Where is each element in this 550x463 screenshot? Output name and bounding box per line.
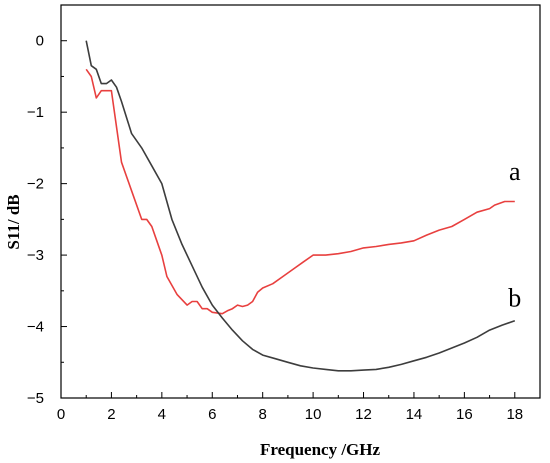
x-tick-label: 14 bbox=[406, 406, 423, 423]
x-axis-title: Frequency /GHz bbox=[260, 440, 381, 459]
x-tick-label: 18 bbox=[506, 406, 523, 423]
y-tick-label: −5 bbox=[27, 390, 44, 407]
plot-frame bbox=[60, 4, 541, 399]
y-tick-label: −2 bbox=[27, 176, 44, 193]
ticks-layer: 0 2 4 6 8 10 12 14 16 18 0 −1 −2 −3 −4 −5 bbox=[27, 4, 523, 423]
series-line-b bbox=[85, 40, 516, 372]
y-tick-label: −1 bbox=[27, 104, 44, 121]
x-tick-label: 6 bbox=[208, 406, 216, 423]
x-tick-label: 12 bbox=[355, 406, 372, 423]
y-tick-label: 0 bbox=[36, 33, 44, 50]
x-tick-label: 2 bbox=[107, 406, 115, 423]
y-axis-title: S11/ dB bbox=[4, 194, 23, 249]
y-tick-label: −3 bbox=[27, 247, 44, 264]
x-tick-label: 10 bbox=[305, 406, 322, 423]
labels-layer: ab bbox=[508, 157, 521, 312]
series-line-a bbox=[85, 68, 515, 315]
y-tick-label: −4 bbox=[27, 319, 44, 336]
series-label-b: b bbox=[508, 284, 521, 313]
x-tick-label: 0 bbox=[57, 406, 65, 423]
x-tick-label: 16 bbox=[456, 406, 473, 423]
x-tick-label: 4 bbox=[158, 406, 166, 423]
series-layer bbox=[85, 40, 516, 372]
series-label-a: a bbox=[509, 157, 521, 186]
x-tick-label: 8 bbox=[259, 406, 267, 423]
plot-border bbox=[60, 4, 541, 399]
